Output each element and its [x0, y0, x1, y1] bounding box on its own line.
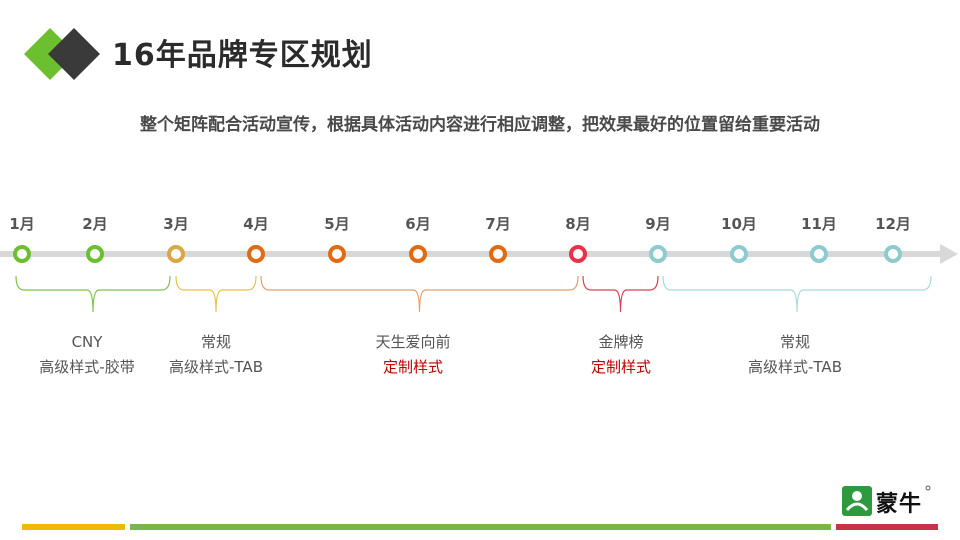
month-node	[247, 245, 265, 263]
segment-label-medal: 金牌榜 定制样式	[591, 330, 651, 380]
month-node	[884, 245, 902, 263]
segment-label-cny: CNY 高级样式-胶带	[39, 330, 134, 380]
month-node	[167, 245, 185, 263]
segment-style: 高级样式-TAB	[748, 358, 842, 376]
segment-title: 常规	[779, 333, 810, 351]
footer-bar-yellow	[22, 524, 125, 530]
month-node	[86, 245, 104, 263]
month-node	[409, 245, 427, 263]
segment-style: 定制样式	[382, 358, 444, 376]
month-label: 3月	[163, 215, 189, 233]
month-node	[328, 245, 346, 263]
month-label: 4月	[243, 215, 269, 233]
segment-label-campaign: 天生爱向前 定制样式	[375, 330, 450, 380]
month-node	[569, 245, 587, 263]
segment-title: 常规	[200, 333, 231, 351]
month-node	[810, 245, 828, 263]
month-label: 2月	[82, 215, 108, 233]
month-label: 9月	[645, 215, 671, 233]
segment-title: 金牌榜	[598, 333, 644, 351]
month-node	[730, 245, 748, 263]
segment-style: 定制样式	[590, 358, 652, 376]
segment-bracket	[260, 275, 579, 313]
footer-bar-green	[130, 524, 831, 530]
segment-label-regular-1: 常规 高级样式-TAB	[169, 330, 263, 380]
segment-bracket	[582, 275, 659, 313]
month-label: 6月	[405, 215, 431, 233]
month-label: 1月	[9, 215, 35, 233]
month-label: 12月	[875, 215, 911, 233]
month-label: 8月	[565, 215, 591, 233]
month-node	[649, 245, 667, 263]
segment-bracket	[662, 275, 932, 313]
mengniu-logo-icon	[842, 485, 931, 516]
segment-title: 天生爱向前	[375, 333, 451, 351]
segment-style: 高级样式-胶带	[39, 358, 135, 376]
page-title: 16年品牌专区规划	[112, 38, 373, 73]
segment-title: CNY	[71, 333, 103, 351]
month-label: 11月	[801, 215, 837, 233]
title-diamond-icon	[24, 28, 100, 80]
month-node	[489, 245, 507, 263]
month-label: 7月	[485, 215, 511, 233]
timeline-arrow-icon	[940, 244, 958, 264]
footer-bar-red	[836, 524, 938, 530]
segment-bracket	[15, 275, 171, 313]
segment-bracket	[175, 275, 257, 313]
page-subtitle: 整个矩阵配合活动宣传，根据具体活动内容进行相应调整，把效果最好的位置留给重要活动	[140, 115, 820, 135]
month-node	[13, 245, 31, 263]
brand-name: 蒙牛	[876, 492, 923, 517]
month-label: 10月	[721, 215, 757, 233]
segment-label-regular-2: 常规 高级样式-TAB	[748, 330, 842, 380]
month-label: 5月	[324, 215, 350, 233]
segment-style: 高级样式-TAB	[169, 358, 263, 376]
